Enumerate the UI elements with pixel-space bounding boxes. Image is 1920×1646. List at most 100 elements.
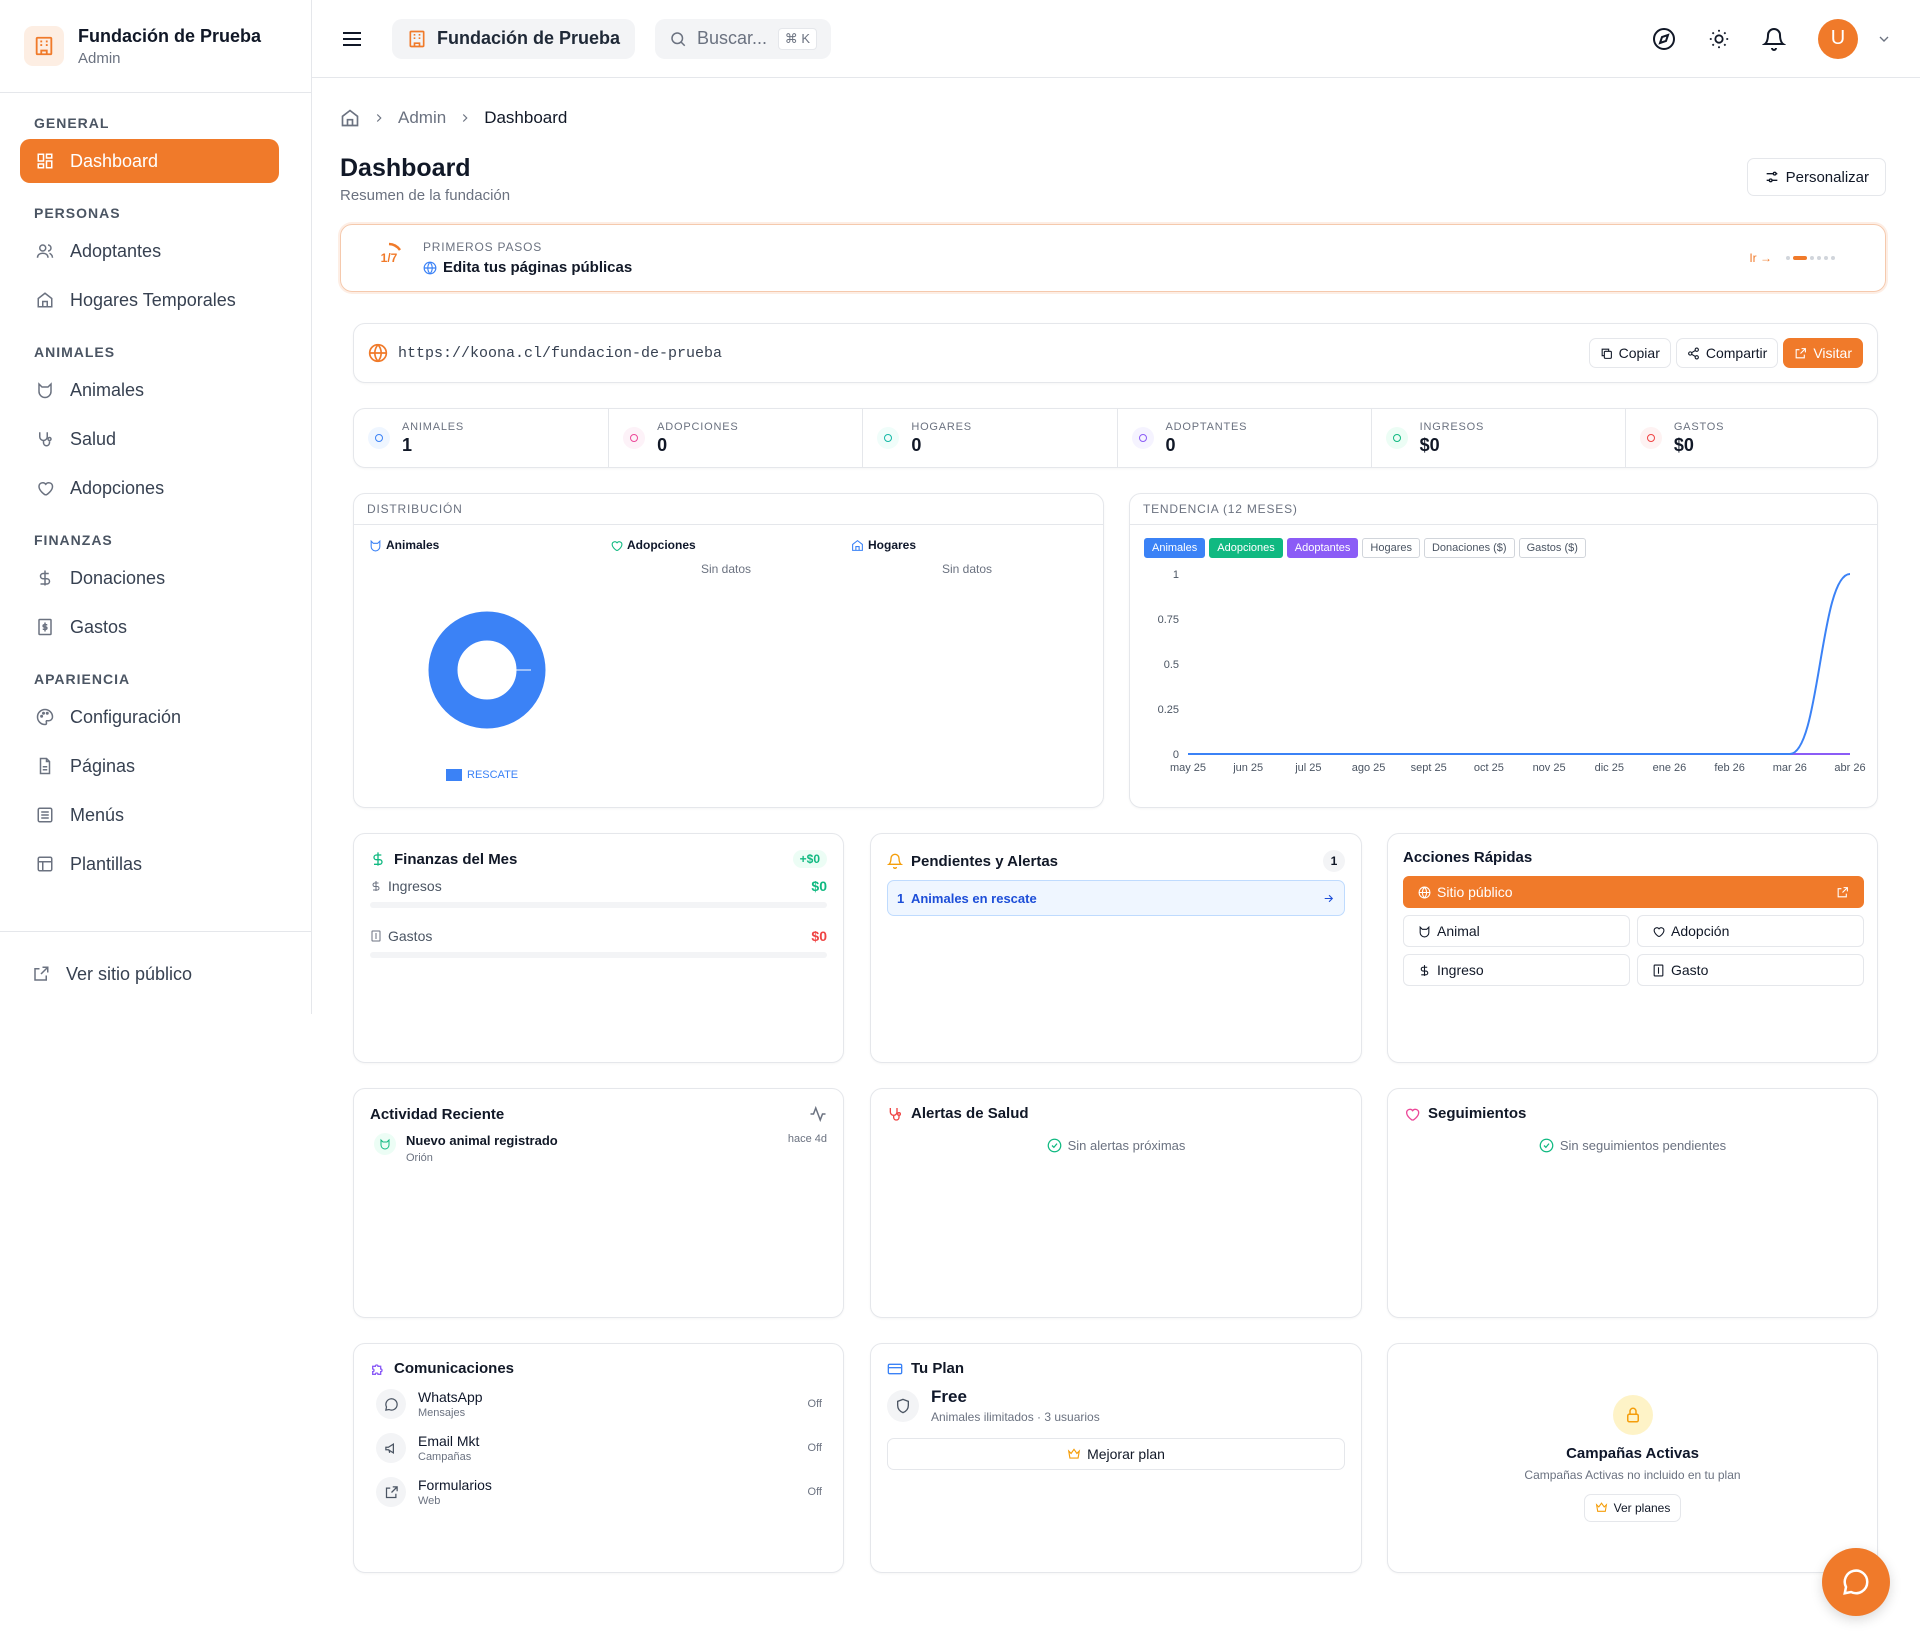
view-plans-button[interactable]: Ver planes <box>1583 1493 1682 1522</box>
empty-state-text: Sin datos <box>942 562 993 576</box>
share-label: Compartir <box>1705 345 1768 361</box>
public-site-button[interactable]: Sitio público <box>1403 876 1864 908</box>
view-public-site-link[interactable]: Ver sitio público <box>16 952 295 996</box>
stat-adopciones[interactable]: ADOPCIONES 0 <box>608 409 862 467</box>
onboarding-task: Edita tus páginas públicas <box>443 259 633 276</box>
sidebar-item-dashboard[interactable]: Dashboard <box>20 139 279 183</box>
trend-card: TENDENCIA (12 MESES) Animales Adopciones A… <box>1129 493 1878 808</box>
building-icon <box>24 26 64 66</box>
home-icon <box>34 289 56 311</box>
sidebar-item-salud[interactable]: Salud <box>20 417 279 461</box>
receipt-icon <box>1639 427 1662 449</box>
sidebar-item-plantillas[interactable]: Plantillas <box>20 842 279 886</box>
sidebar-item-adoptantes[interactable]: Adoptantes <box>20 229 279 273</box>
activity-item[interactable]: Nuevo animal registrado Orión hace 4d <box>370 1133 827 1164</box>
stat-adoptantes[interactable]: ADOPTANTES 0 <box>1116 409 1371 467</box>
brand[interactable]: Fundación de Prueba Admin <box>0 0 311 93</box>
compass-icon[interactable] <box>1652 27 1676 51</box>
campaigns-title: Campañas Activas <box>1566 1444 1699 1462</box>
stat-animales[interactable]: ANIMALES 1 <box>354 409 608 467</box>
breadcrumb-admin[interactable]: Admin <box>398 108 447 127</box>
sidebar-item-adopciones[interactable]: Adopciones <box>20 466 279 510</box>
series-toggle-donaciones[interactable]: Donaciones ($) <box>1423 538 1515 558</box>
search-input[interactable]: Buscar... ⌘ K <box>655 18 832 59</box>
comm-item-email[interactable]: Email Mkt Campañas Off <box>370 1433 827 1463</box>
page-title: Dashboard <box>340 154 471 182</box>
add-expense-button[interactable]: Gasto <box>1637 954 1864 986</box>
comm-item-forms[interactable]: Formularios Web Off <box>370 1477 827 1507</box>
sidebar-item-paginas[interactable]: Páginas <box>20 744 279 788</box>
pending-alert-item[interactable]: 1 Animales en rescate <box>887 880 1345 916</box>
avatar: U <box>1818 18 1858 59</box>
external-link-icon <box>1794 347 1807 360</box>
dollar-icon <box>370 851 386 867</box>
comm-item-whatsapp[interactable]: WhatsApp Mensajes Off <box>370 1389 827 1419</box>
share-button[interactable]: Compartir <box>1675 338 1779 368</box>
health-title: Alertas de Salud <box>911 1105 1029 1122</box>
donut-chart[interactable] <box>428 611 546 729</box>
sidebar-item-menus[interactable]: Menús <box>20 793 279 837</box>
copy-button[interactable]: Copiar <box>1588 338 1671 368</box>
stat-gastos[interactable]: GASTOS $0 <box>1624 409 1879 467</box>
visit-button[interactable]: Visitar <box>1783 338 1863 368</box>
series-toggle-adoptantes[interactable]: Adoptantes <box>1286 538 1359 558</box>
customize-label: Personalizar <box>1785 168 1869 186</box>
series-line-animales[interactable] <box>1188 573 1851 755</box>
series-toggle-animales[interactable]: Animales <box>1144 538 1206 558</box>
stethoscope-icon <box>887 1106 903 1122</box>
series-toggle-hogares[interactable]: Hogares <box>1362 538 1420 558</box>
external-link-icon <box>1836 886 1849 899</box>
distribution-col-label: Adopciones <box>627 538 696 552</box>
users-icon <box>1131 427 1154 449</box>
series-toggle-adopciones[interactable]: Adopciones <box>1209 538 1283 558</box>
pending-title: Pendientes y Alertas <box>911 852 1059 870</box>
sidebar-item-label: Donaciones <box>70 567 166 588</box>
home-icon[interactable] <box>340 108 360 128</box>
sidebar-item-label: Gastos <box>70 616 128 637</box>
distribution-card: DISTRIBUCIÓN Animales Adopciones Hogares… <box>353 493 1104 808</box>
followups-title: Seguimientos <box>1428 1105 1527 1122</box>
topbar-actions: U <box>1652 18 1892 59</box>
org-switcher[interactable]: Fundación de Prueba <box>392 18 636 59</box>
chat-fab-button[interactable] <box>1822 1548 1890 1616</box>
sidebar-item-label: Salud <box>70 428 117 449</box>
onboarding-go-link[interactable]: Ir → <box>1749 251 1772 265</box>
comm-name: WhatsApp <box>418 1389 483 1405</box>
sidebar-item-gastos[interactable]: Gastos <box>20 605 279 649</box>
bell-icon[interactable] <box>1762 27 1786 51</box>
sidebar-item-donaciones[interactable]: Donaciones <box>20 556 279 600</box>
y-tick-label: 0.25 <box>1158 704 1179 716</box>
sidebar-item-label: Adoptantes <box>70 240 162 261</box>
stat-ingresos[interactable]: INGRESOS $0 <box>1370 409 1625 467</box>
comm-name: Email Mkt <box>418 1433 480 1449</box>
progress-ring: 1/7 <box>371 240 407 276</box>
x-tick-label: oct 25 <box>1474 762 1504 774</box>
onboarding-banner[interactable]: 1/7 PRIMEROS PASOS Edita tus páginas púb… <box>340 224 1886 292</box>
add-adoption-button[interactable]: Adopción <box>1637 915 1864 947</box>
stat-value: $0 <box>1673 434 1694 455</box>
add-animal-button[interactable]: Animal <box>1403 915 1630 947</box>
customize-button[interactable]: Personalizar <box>1746 158 1886 196</box>
receipt-icon <box>370 930 382 942</box>
file-icon <box>34 755 56 777</box>
chat-icon <box>376 1389 406 1419</box>
add-income-button[interactable]: Ingreso <box>1403 954 1630 986</box>
upgrade-plan-button[interactable]: Mejorar plan <box>887 1438 1345 1470</box>
followups-empty: Sin seguimientos pendientes <box>1559 1138 1727 1153</box>
cat-icon <box>1418 925 1431 938</box>
stat-hogares[interactable]: HOGARES 0 <box>862 409 1116 467</box>
user-menu[interactable]: U <box>1818 18 1892 59</box>
globe-icon <box>368 343 388 363</box>
menu-icon[interactable] <box>340 27 364 51</box>
sidebar-item-configuracion[interactable]: Configuración <box>20 695 279 739</box>
sidebar-item-animales[interactable]: Animales <box>20 368 279 412</box>
x-tick-label: may 25 <box>1170 762 1206 774</box>
series-toggle-gastos[interactable]: Gastos ($) <box>1518 538 1586 558</box>
sun-icon[interactable] <box>1708 28 1730 50</box>
comm-name: Formularios <box>418 1477 492 1493</box>
income-value: $0 <box>811 878 827 894</box>
public-url[interactable]: https://koona.cl/fundacion-de-prueba <box>398 344 723 362</box>
sidebar-item-hogares[interactable]: Hogares Temporales <box>20 278 279 322</box>
campaigns-note: Campañas Activas no incluido en tu plan <box>1524 1467 1741 1482</box>
legend-label: RESCATE <box>467 769 519 781</box>
